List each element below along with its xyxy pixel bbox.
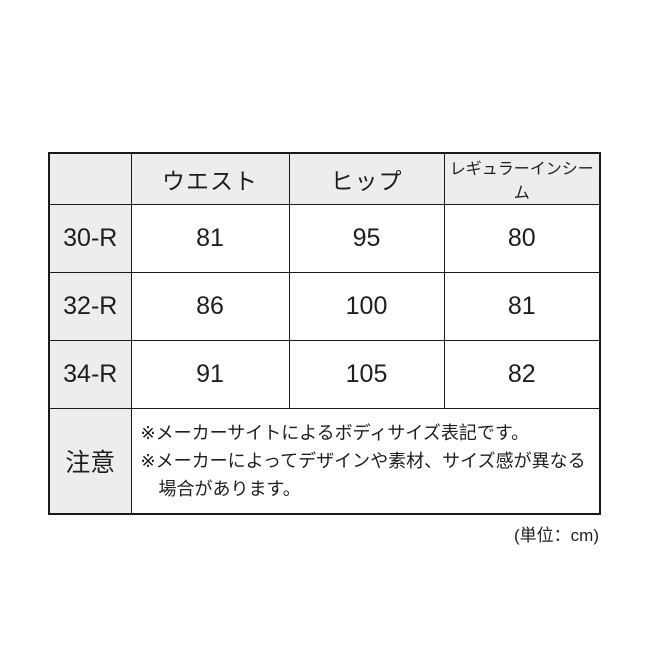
column-header-waist: ウエスト — [130, 152, 290, 205]
note-text-cell: ※メーカーサイトによるボディサイズ表記です。 ※メーカーによってデザインや素材、… — [130, 407, 601, 515]
value-cell: 100 — [288, 271, 445, 341]
value-cell: 105 — [288, 339, 445, 409]
row-label: 32-R — [48, 271, 132, 341]
unit-caption: (単位：cm) — [514, 526, 599, 545]
header-row: ウエスト ヒップ レギュラーインシーム — [48, 152, 601, 205]
value-cell: 91 — [130, 339, 290, 409]
size-chart-table: ウエスト ヒップ レギュラーインシーム 30-R 81 95 80 32-R 8… — [48, 152, 601, 515]
table-row-30r: 30-R 81 95 80 — [48, 203, 601, 273]
note-line-1: ※メーカーサイトによるボディサイズ表記です。 — [140, 422, 530, 443]
note-row: 注意 ※メーカーサイトによるボディサイズ表記です。 ※メーカーによってデザインや… — [48, 407, 601, 515]
column-header-inseam: レギュラーインシーム — [443, 152, 601, 205]
value-cell: 81 — [443, 271, 601, 341]
row-label: 34-R — [48, 339, 132, 409]
corner-cell — [48, 152, 132, 205]
value-cell: 82 — [443, 339, 601, 409]
value-cell: 86 — [130, 271, 290, 341]
value-cell: 95 — [288, 203, 445, 273]
table-row-32r: 32-R 86 100 81 — [48, 271, 601, 341]
value-cell: 80 — [443, 203, 601, 273]
value-cell: 81 — [130, 203, 290, 273]
column-header-hip: ヒップ — [288, 152, 445, 205]
note-line-2: ※メーカーによってデザインや素材、サイズ感が異なる場合があります。 — [140, 450, 586, 499]
table-row-34r: 34-R 91 105 82 — [48, 339, 601, 409]
note-label: 注意 — [48, 407, 132, 515]
row-label: 30-R — [48, 203, 132, 273]
